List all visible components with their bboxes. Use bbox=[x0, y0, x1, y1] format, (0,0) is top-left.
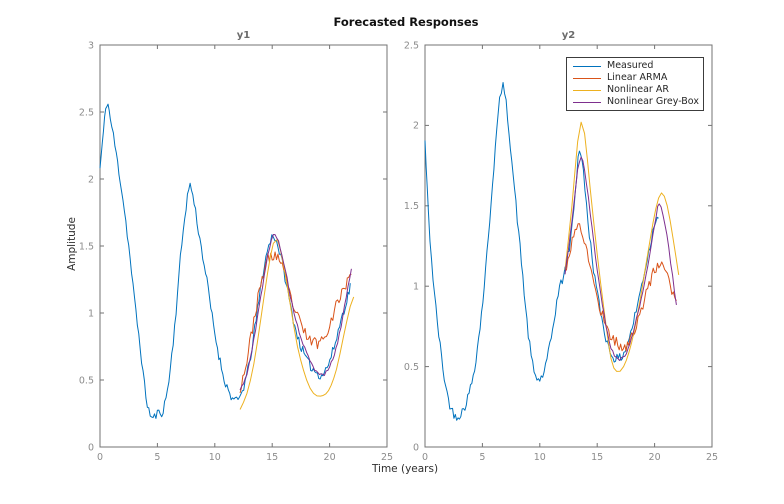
y-tick-label: 0 bbox=[413, 442, 419, 453]
series-line-nonlinear-grey-box bbox=[239, 234, 352, 391]
legend-line-measured-icon bbox=[573, 65, 601, 67]
legend-item-nonlinear-grey-box: Nonlinear Grey-Box bbox=[571, 97, 699, 107]
legend-item-measured: Measured bbox=[571, 61, 699, 71]
y-tick-label: 1.5 bbox=[79, 241, 94, 252]
legend-item-nonlinear-ar: Nonlinear AR bbox=[571, 85, 699, 95]
x-tick-label: 25 bbox=[381, 452, 393, 463]
series-line-nonlinear-grey-box bbox=[564, 156, 677, 361]
y-tick-label: 0.5 bbox=[79, 375, 94, 386]
series-line-measured bbox=[99, 103, 351, 419]
x-tick-label: 20 bbox=[649, 452, 661, 463]
subplot-y2: 0 5 10 15 20 25 0 0.5 1 1.5 2 2.5 bbox=[404, 40, 718, 463]
y-tick-label: 1 bbox=[88, 308, 94, 319]
x-tick-label: 25 bbox=[706, 452, 718, 463]
subplot-y1: 0 5 10 15 20 25 0 0.5 1 1.5 2 2.5 3 bbox=[79, 40, 393, 463]
y-tick-label: 3 bbox=[88, 40, 94, 51]
x-tick-label: 20 bbox=[324, 452, 336, 463]
legend-item-linear-arma: Linear ARMA bbox=[571, 73, 699, 83]
figure-title: Forecasted Responses bbox=[333, 15, 479, 29]
axes-box bbox=[424, 44, 713, 448]
series-line-measured bbox=[424, 82, 659, 421]
legend-box: Measured Linear ARMA Nonlinear AR Nonlin… bbox=[566, 57, 704, 111]
series-line-nonlinear-ar bbox=[564, 121, 680, 372]
legend-label: Nonlinear AR bbox=[607, 84, 669, 96]
y-tick-label: 2 bbox=[88, 174, 94, 185]
x-tick-label: 15 bbox=[591, 452, 603, 463]
y-axis-label: Amplitude bbox=[66, 217, 78, 271]
legend-line-nonlinear-ar-icon bbox=[573, 89, 601, 91]
x-tick-label: 10 bbox=[209, 452, 221, 463]
x-tick-label: 0 bbox=[422, 452, 428, 463]
x-tick-label: 15 bbox=[266, 452, 278, 463]
series-line-nonlinear-ar bbox=[239, 238, 355, 410]
x-tick-label: 5 bbox=[154, 452, 160, 463]
legend-line-nonlinear-grey-box-icon bbox=[573, 101, 601, 103]
subplot-title-y1: y1 bbox=[236, 30, 251, 41]
x-tick-label: 10 bbox=[534, 452, 546, 463]
series-line-linear-arma bbox=[239, 251, 352, 394]
y-tick-label: 1.5 bbox=[404, 201, 419, 212]
y-tick-label: 1 bbox=[413, 282, 419, 293]
x-tick-label: 5 bbox=[479, 452, 485, 463]
legend-label: Nonlinear Grey-Box bbox=[607, 96, 699, 108]
axes-box bbox=[99, 44, 388, 448]
legend-line-linear-arma-icon bbox=[573, 77, 601, 79]
y-tick-label: 0 bbox=[88, 442, 94, 453]
y-tick-label: 2.5 bbox=[79, 107, 94, 118]
y-tick-label: 2.5 bbox=[404, 40, 419, 51]
y-tick-label: 2 bbox=[413, 121, 419, 132]
subplot-title-y2: y2 bbox=[561, 30, 576, 41]
legend-label: Measured bbox=[607, 60, 654, 72]
x-tick-label: 0 bbox=[97, 452, 103, 463]
x-axis-label: Time (years) bbox=[371, 463, 439, 475]
y-tick-label: 0.5 bbox=[404, 362, 419, 373]
series-line-linear-arma bbox=[564, 223, 677, 352]
legend-label: Linear ARMA bbox=[607, 72, 668, 84]
